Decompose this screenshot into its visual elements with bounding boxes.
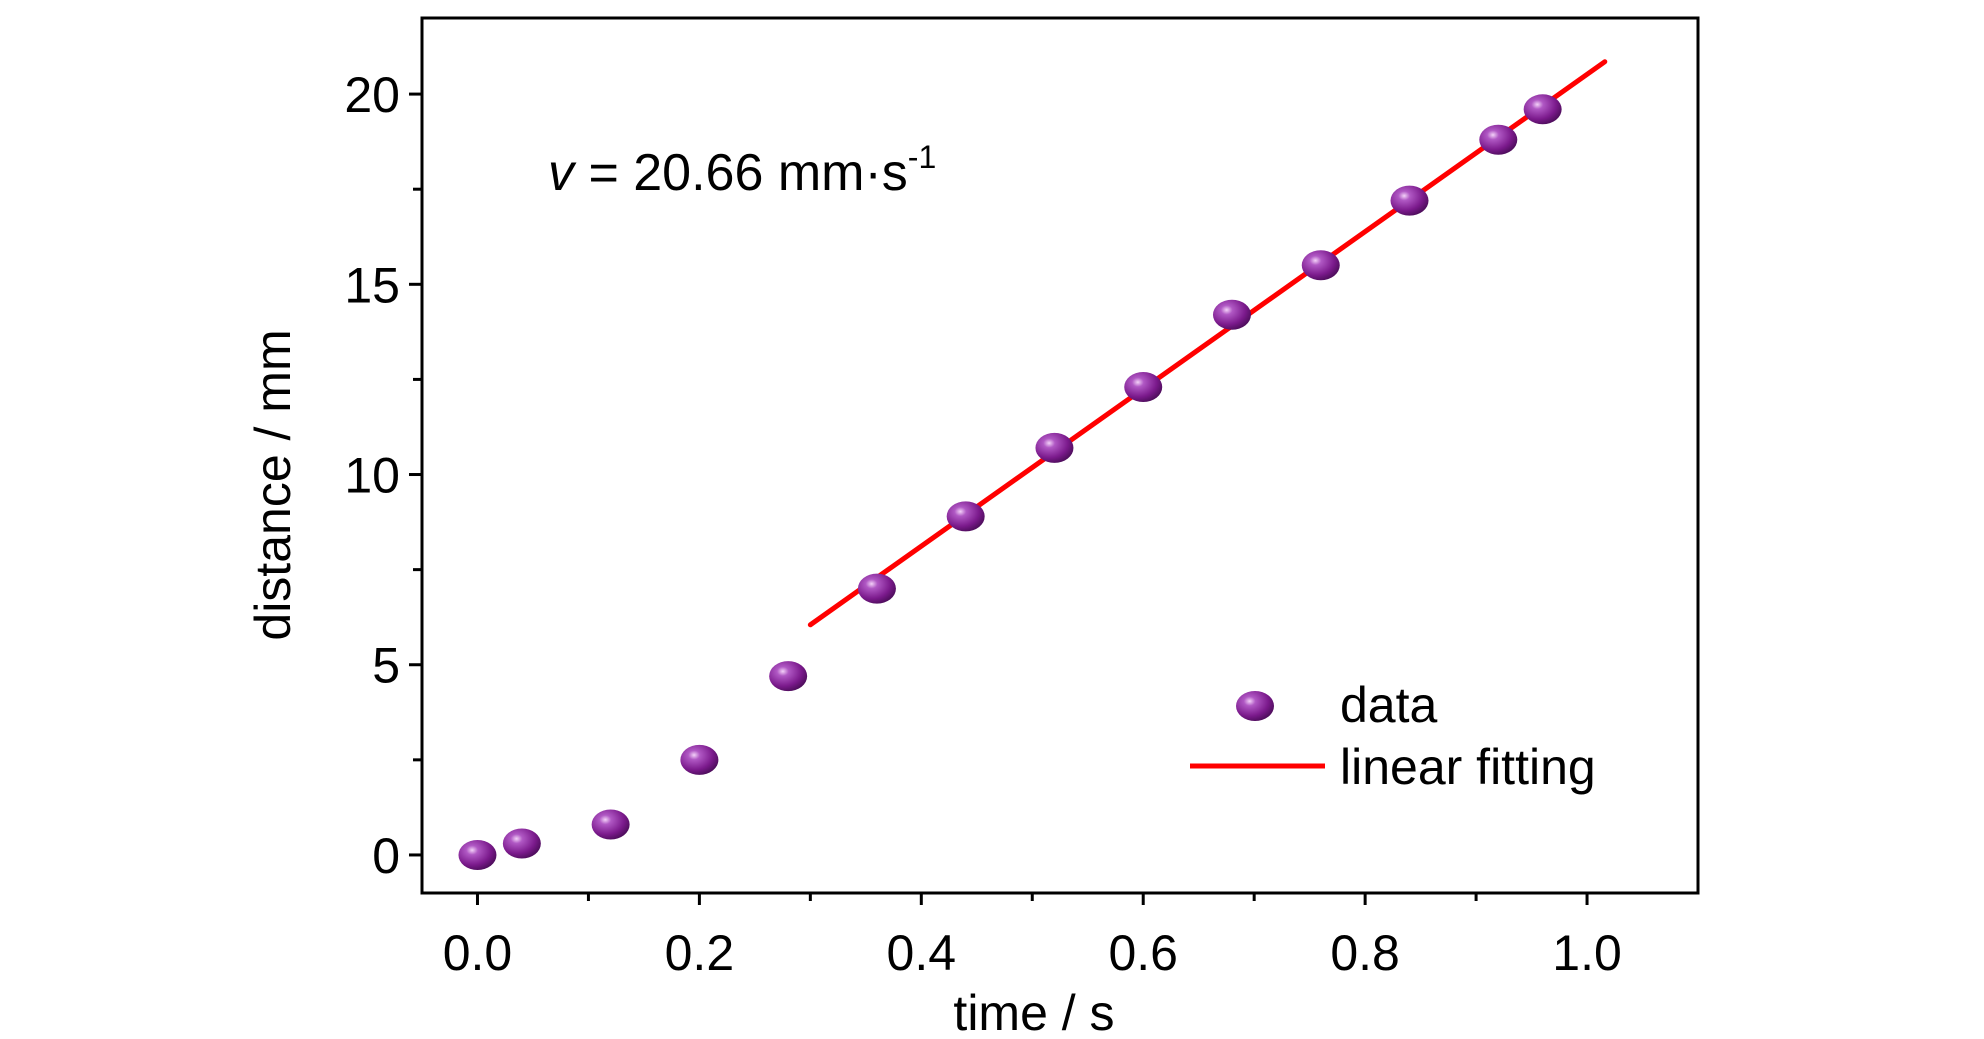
x-tick-label: 0.8 <box>1330 925 1400 981</box>
legend-fit-label: linear fitting <box>1340 739 1596 795</box>
x-tick-label: 0.4 <box>887 925 957 981</box>
data-point <box>769 661 808 692</box>
data-point <box>1390 185 1429 216</box>
y-tick-label: 15 <box>344 257 400 313</box>
data-point <box>1035 432 1074 463</box>
velocity-symbol: v <box>548 144 577 202</box>
legend-data-label: data <box>1340 677 1438 733</box>
y-tick-label: 5 <box>372 638 400 694</box>
data-point <box>502 828 541 859</box>
y-tick-label: 0 <box>372 828 400 884</box>
x-tick-label: 1.0 <box>1552 925 1622 981</box>
velocity-unit-exponent: -1 <box>908 139 936 175</box>
y-tick-label: 10 <box>344 448 400 504</box>
data-point <box>1124 372 1163 403</box>
x-tick-label: 0.2 <box>665 925 735 981</box>
data-point <box>1301 250 1340 281</box>
data-point <box>458 839 497 870</box>
legend-data-marker <box>1236 691 1274 721</box>
x-axis-title: time / s <box>953 985 1114 1039</box>
velocity-value: = 20.66 mm·s <box>574 144 908 202</box>
legend: data linear fitting <box>1190 677 1596 795</box>
data-point <box>591 809 630 840</box>
velocity-annotation: v = 20.66 mm·s-1 <box>548 139 936 202</box>
plot-frame <box>420 16 1700 895</box>
data-point <box>680 744 719 775</box>
data-point <box>946 501 985 532</box>
data-point <box>1523 94 1562 125</box>
x-tick-label: 0.6 <box>1108 925 1178 981</box>
data-point <box>1479 124 1518 155</box>
data-point <box>857 573 896 604</box>
x-tick-label: 0.0 <box>443 925 513 981</box>
fit-line <box>807 59 1608 628</box>
data-point <box>1212 299 1251 330</box>
y-tick-label: 20 <box>344 67 400 123</box>
y-axis-title: distance / mm <box>245 329 301 640</box>
